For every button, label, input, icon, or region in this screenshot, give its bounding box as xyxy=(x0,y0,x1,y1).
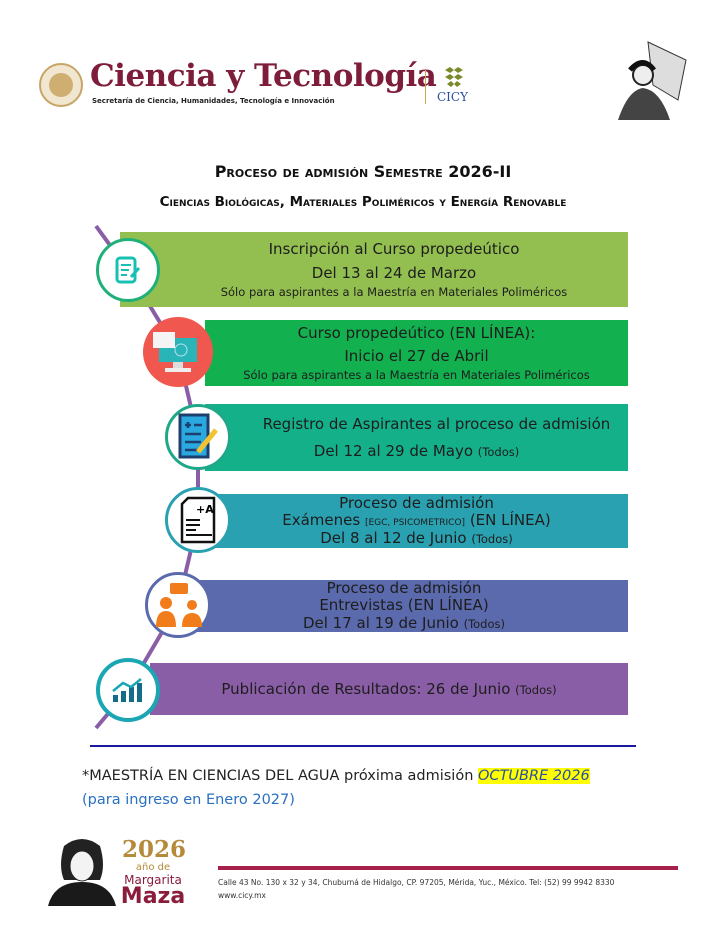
step-subtitle: Entrevistas (EN LÍNEA) xyxy=(319,596,489,615)
results-chart-icon xyxy=(96,658,160,722)
note-line2: (para ingreso en Enero 2027) xyxy=(82,792,295,808)
exam-types: [EGC, PSICOMETRICO] xyxy=(364,518,466,529)
divider xyxy=(425,70,426,104)
page-title: Proceso de admisión Semestre 2026-II xyxy=(214,162,512,181)
step-date: Del 17 al 19 de Junio xyxy=(302,613,464,632)
cicy-leaf-icon xyxy=(445,67,463,87)
step-title: Publicación de Resultados: 26 de Junio xyxy=(221,679,516,698)
step-date: Del 12 al 29 de Mayo xyxy=(313,441,478,460)
step-1-box: Inscripción al Curso propedeútico Del 13… xyxy=(120,232,628,307)
footer-ano-de: año de xyxy=(135,862,171,873)
form-edit-icon xyxy=(96,238,160,302)
step-5-box: Proceso de admisión Entrevistas (EN LÍNE… xyxy=(180,579,628,632)
step-date: Inicio el 27 de Abril xyxy=(344,346,489,365)
footer-name1: Margarita xyxy=(124,873,182,887)
step-title: Registro de Aspirantes al proceso de adm… xyxy=(262,414,611,433)
margarita-maza-portrait xyxy=(48,839,116,906)
page-subtitle: Ciencias Biológicas, Materiales Poliméri… xyxy=(159,194,567,210)
exam-grade-icon: +A xyxy=(165,487,231,553)
cicy-label: CICY xyxy=(437,90,469,104)
step-audience: (Todos) xyxy=(471,531,513,546)
mexico-seal-icon xyxy=(39,63,83,107)
step-audience: (Todos) xyxy=(463,616,506,631)
step-4-box: Proceso de admisión Exámenes [EGC, PSICO… xyxy=(205,494,628,548)
step-title: Inscripción al Curso propedeútico xyxy=(268,240,520,259)
step-audience: (Todos) xyxy=(477,444,520,459)
footer-year: 2026 xyxy=(122,836,187,863)
footer-website[interactable]: www.cicy.mx xyxy=(218,891,266,900)
logo-subtitle: Secretaría de Ciencia, Humanidades, Tecn… xyxy=(92,97,335,105)
step-3-box: Registro de Aspirantes al proceso de adm… xyxy=(205,404,628,471)
step-date: Del 13 al 24 de Marzo xyxy=(311,263,477,282)
step-title: Proceso de admisión xyxy=(326,579,482,598)
step-title: Proceso de admisión xyxy=(339,494,494,513)
step-audience: (Todos) xyxy=(515,682,557,697)
step-date: Del 8 al 12 de Junio xyxy=(320,528,472,547)
registration-form-icon xyxy=(165,404,231,470)
step-mode: (EN LÍNEA) xyxy=(465,511,551,530)
heroine-flag-illustration xyxy=(618,41,687,120)
step-2-box: Curso propedeútico (EN LÍNEA): Inicio el… xyxy=(205,320,628,386)
online-course-icon xyxy=(143,317,213,387)
logo-title: Ciencia y Tecnología xyxy=(90,58,437,94)
interview-icon xyxy=(145,572,211,638)
svg-text:+A: +A xyxy=(196,503,214,516)
divider-line xyxy=(90,745,636,747)
note-text: *MAESTRÍA EN CIENCIAS DEL AGUA próxima a… xyxy=(82,768,478,784)
footer-line xyxy=(218,866,678,870)
step-6-box: Publicación de Resultados: 26 de Junio (… xyxy=(150,663,628,715)
note-highlight: OCTUBRE 2026 xyxy=(478,768,590,784)
footer-name2: Maza xyxy=(120,884,186,909)
step-note: Sólo para aspirantes a la Maestría en Ma… xyxy=(220,284,568,299)
step-title: Curso propedeútico (EN LÍNEA): xyxy=(297,324,536,343)
footer-address: Calle 43 No. 130 x 32 y 34, Chuburná de … xyxy=(218,878,615,887)
step-note: Sólo para aspirantes a la Maestría en Ma… xyxy=(243,367,590,382)
water-masters-note: *MAESTRÍA EN CIENCIAS DEL AGUA próxima a… xyxy=(82,768,590,784)
step-subtitle: Exámenes xyxy=(282,511,365,530)
